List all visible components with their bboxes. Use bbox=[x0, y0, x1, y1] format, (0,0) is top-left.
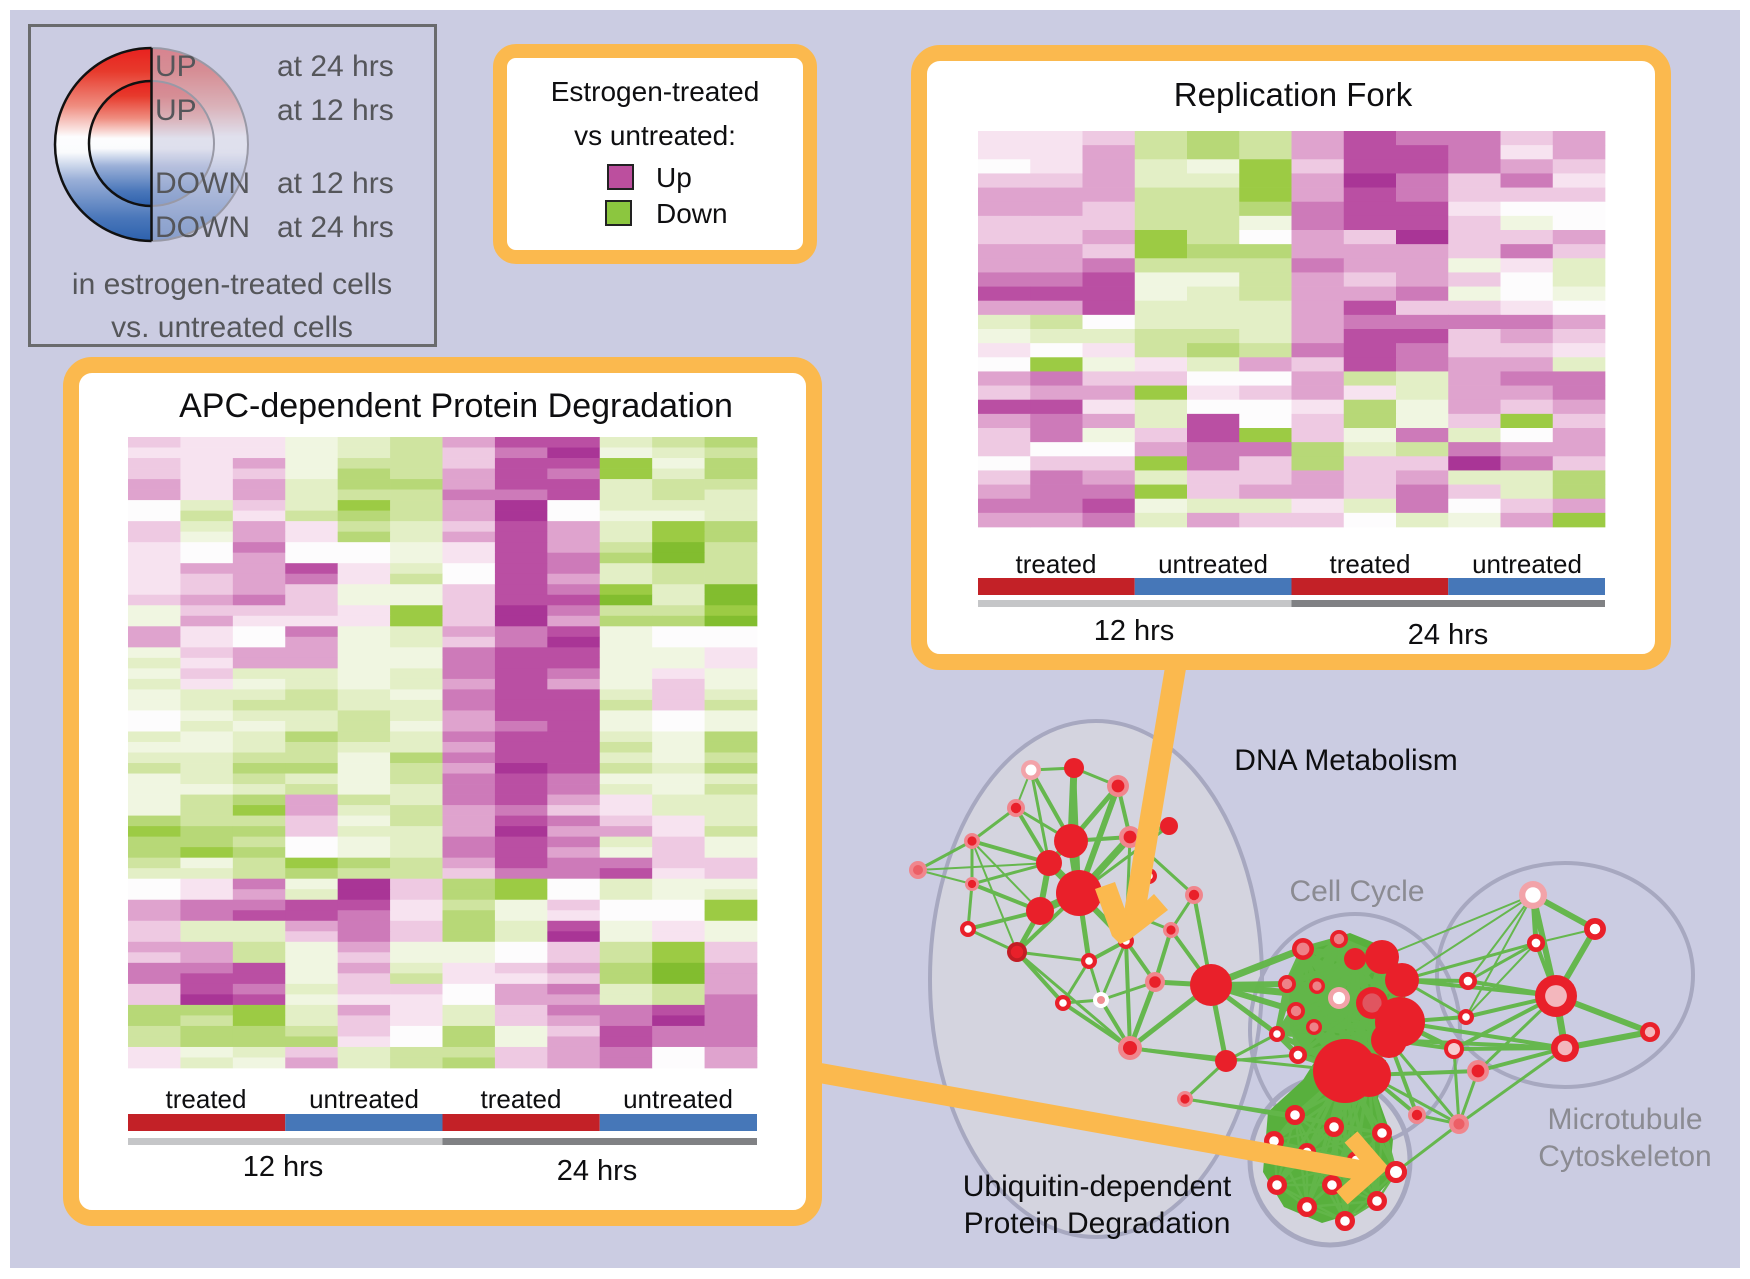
svg-text:Cytoskeleton: Cytoskeleton bbox=[1538, 1140, 1711, 1173]
svg-text:24 hrs: 24 hrs bbox=[1408, 619, 1489, 651]
svg-text:12 hrs: 12 hrs bbox=[1094, 615, 1175, 647]
svg-text:at 24 hrs: at 24 hrs bbox=[277, 211, 394, 244]
svg-text:DNA Metabolism: DNA Metabolism bbox=[1234, 744, 1457, 777]
svg-text:untreated: untreated bbox=[1472, 549, 1582, 579]
svg-text:untreated: untreated bbox=[309, 1084, 419, 1114]
svg-text:untreated: untreated bbox=[623, 1084, 733, 1114]
svg-text:12 hrs: 12 hrs bbox=[243, 1151, 324, 1183]
svg-text:vs. untreated cells: vs. untreated cells bbox=[111, 311, 353, 344]
svg-text:in estrogen-treated cells: in estrogen-treated cells bbox=[72, 268, 392, 301]
svg-text:at 12 hrs: at 12 hrs bbox=[277, 94, 394, 127]
svg-text:Ubiquitin-dependent: Ubiquitin-dependent bbox=[963, 1170, 1232, 1203]
svg-text:Up: Up bbox=[656, 162, 692, 193]
svg-text:APC-dependent Protein Degradat: APC-dependent Protein Degradation bbox=[179, 387, 733, 425]
svg-text:treated: treated bbox=[166, 1084, 247, 1114]
svg-text:Cell Cycle: Cell Cycle bbox=[1289, 875, 1424, 908]
svg-text:Down: Down bbox=[656, 198, 728, 229]
svg-text:at 24 hrs: at 24 hrs bbox=[277, 50, 394, 83]
svg-text:24 hrs: 24 hrs bbox=[557, 1155, 638, 1187]
svg-text:untreated: untreated bbox=[1158, 549, 1268, 579]
svg-text:vs untreated:: vs untreated: bbox=[574, 120, 736, 151]
svg-text:Estrogen-treated: Estrogen-treated bbox=[551, 76, 760, 107]
svg-text:Replication Fork: Replication Fork bbox=[1174, 76, 1413, 113]
svg-text:Protein Degradation: Protein Degradation bbox=[964, 1207, 1231, 1240]
svg-text:treated: treated bbox=[481, 1084, 562, 1114]
svg-text:UP: UP bbox=[155, 50, 197, 83]
svg-text:Microtubule: Microtubule bbox=[1547, 1103, 1702, 1136]
svg-text:treated: treated bbox=[1330, 549, 1411, 579]
svg-text:DOWN: DOWN bbox=[155, 211, 250, 244]
svg-text:DOWN: DOWN bbox=[155, 167, 250, 200]
svg-text:treated: treated bbox=[1016, 549, 1097, 579]
svg-text:UP: UP bbox=[155, 94, 197, 127]
svg-text:at 12 hrs: at 12 hrs bbox=[277, 167, 394, 200]
